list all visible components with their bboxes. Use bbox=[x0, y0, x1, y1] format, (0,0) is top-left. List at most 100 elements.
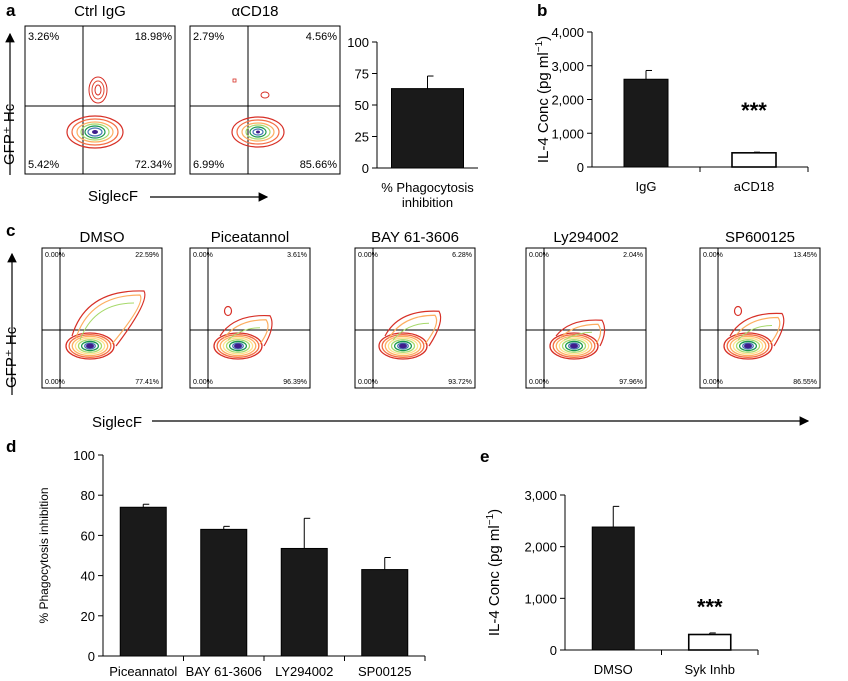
quad-ur: 18.98% bbox=[135, 31, 173, 43]
panel-b-letter: b bbox=[537, 1, 547, 20]
x-tick-label: Piceannatol bbox=[109, 664, 177, 679]
significance-marker: *** bbox=[741, 98, 767, 123]
contour-ring bbox=[558, 337, 590, 355]
contour-ring bbox=[561, 339, 587, 353]
contour-ring bbox=[71, 335, 109, 357]
contour-tail bbox=[737, 325, 773, 341]
contour-ring bbox=[555, 335, 593, 357]
contour-ring bbox=[384, 335, 422, 357]
flow-plot-title: Ctrl IgG bbox=[74, 3, 126, 20]
flow-plot-frame bbox=[41, 247, 163, 389]
contour-ring bbox=[219, 335, 257, 357]
contour-tail bbox=[555, 319, 606, 347]
quad-ll: 0.00% bbox=[45, 379, 65, 386]
x-tick-label: SP00125 bbox=[358, 664, 412, 679]
y-tick-label: 3,000 bbox=[524, 488, 557, 503]
quad-ur: 4.56% bbox=[306, 31, 337, 43]
quad-ll: 0.00% bbox=[529, 379, 549, 386]
y-tick-label: 80 bbox=[81, 488, 95, 503]
quad-ur: 6.28% bbox=[452, 252, 472, 259]
panel-d-letter: d bbox=[6, 437, 16, 456]
quad-ur: 22.59% bbox=[135, 252, 159, 259]
y-tick-label: 0 bbox=[362, 161, 369, 176]
flow-plot-title: Piceatannol bbox=[211, 229, 289, 246]
contour-ring bbox=[549, 332, 599, 360]
contour-tail bbox=[227, 327, 261, 341]
flow-plot-frame bbox=[189, 247, 311, 389]
quad-lr: 72.34% bbox=[135, 159, 173, 171]
contour-ring bbox=[742, 342, 754, 350]
flow-plot-title: αCD18 bbox=[231, 3, 278, 20]
quad-ll: 5.42% bbox=[28, 159, 59, 171]
contour-ring bbox=[726, 334, 770, 358]
significance-marker: *** bbox=[697, 595, 723, 620]
y-axis-label-sup: −1 bbox=[534, 40, 545, 52]
y-tick-label: 3,000 bbox=[551, 59, 584, 74]
y-tick-label: 100 bbox=[347, 35, 369, 50]
contour-ring bbox=[729, 335, 767, 357]
y-axis-label-sup: −1 bbox=[485, 513, 496, 525]
y-axis-label-end: ) bbox=[486, 509, 503, 514]
contour-tail bbox=[75, 294, 142, 345]
panel-c-letter: c bbox=[6, 221, 15, 240]
contour-ring bbox=[738, 340, 758, 352]
panel-e-letter: e bbox=[480, 447, 489, 466]
flow-plot: Ly294002 0.00% 2.04% 0.00% 97.96% bbox=[525, 229, 647, 389]
contour-ring bbox=[68, 334, 112, 358]
x-tick-label: IgG bbox=[636, 179, 657, 194]
contour-ring bbox=[735, 339, 761, 353]
contour-island bbox=[733, 305, 743, 317]
contour-tail bbox=[79, 302, 135, 341]
y-axis-label: % Phagocytosis inhibition bbox=[37, 487, 51, 623]
contour-island bbox=[223, 305, 233, 317]
y-axis-label: GFP⁺ Hc bbox=[3, 326, 20, 388]
quad-ul: 0.00% bbox=[193, 252, 213, 259]
x-axis-label: SiglecF bbox=[92, 414, 142, 431]
bar bbox=[200, 528, 248, 657]
contour-ring bbox=[77, 339, 103, 353]
bar bbox=[280, 547, 328, 657]
x-tick-label: % Phagocytosis bbox=[381, 180, 474, 195]
y-axis-label: IL-4 Conc (pg ml−1) bbox=[534, 36, 552, 163]
contour-ring bbox=[723, 332, 773, 360]
contour-tail bbox=[563, 331, 593, 341]
y-tick-label: 4,000 bbox=[551, 25, 584, 40]
contour-ring bbox=[387, 337, 419, 355]
flow-plot-title: SP600125 bbox=[725, 229, 795, 246]
x-tick-label: Syk Inhb bbox=[684, 662, 735, 677]
y-tick-label: 0 bbox=[550, 643, 557, 658]
y-tick-label: 2,000 bbox=[551, 93, 584, 108]
contour-ring bbox=[552, 334, 596, 358]
quad-ur: 2.04% bbox=[623, 252, 643, 259]
x-tick-label: LY294002 bbox=[275, 664, 333, 679]
flow-plot: DMSO 0.00% 22.59% 0.00% 77.41% bbox=[41, 229, 163, 389]
contour-tail bbox=[388, 314, 438, 345]
y-tick-label: 60 bbox=[81, 528, 95, 543]
chart-e-il4: 0 1,000 2,000 3,000 DMSO Syk Inhb *** IL-4 Conc… bbox=[485, 488, 759, 677]
contour-ring bbox=[390, 339, 416, 353]
quad-ul: 0.00% bbox=[703, 252, 723, 259]
flow-plot: BAY 61-3606 0.00% 6.28% 0.00% 93.72% bbox=[354, 229, 476, 389]
bar bbox=[623, 78, 669, 168]
y-tick-label: 40 bbox=[81, 569, 95, 584]
y-axis-label: GFP⁺ Hc bbox=[1, 103, 18, 165]
contour-ring bbox=[80, 340, 100, 352]
contour-core bbox=[86, 343, 94, 349]
quad-ul: 0.00% bbox=[358, 252, 378, 259]
quad-ur: 3.61% bbox=[287, 252, 307, 259]
panel-a-letter: a bbox=[6, 1, 16, 20]
contour-ring bbox=[381, 334, 425, 358]
contour-ring bbox=[225, 339, 251, 353]
contour-ring bbox=[228, 340, 248, 352]
x-tick-label: BAY 61-3606 bbox=[186, 664, 262, 679]
contour-ring bbox=[378, 332, 428, 360]
contour-core bbox=[744, 343, 752, 349]
flow-plot-frame bbox=[189, 25, 341, 175]
flow-plot-frame bbox=[24, 25, 176, 175]
flow-plot-frame bbox=[699, 247, 821, 389]
flow-plot-title: Ly294002 bbox=[553, 229, 618, 246]
contour-ring bbox=[216, 334, 260, 358]
y-tick-label: 50 bbox=[355, 98, 369, 113]
